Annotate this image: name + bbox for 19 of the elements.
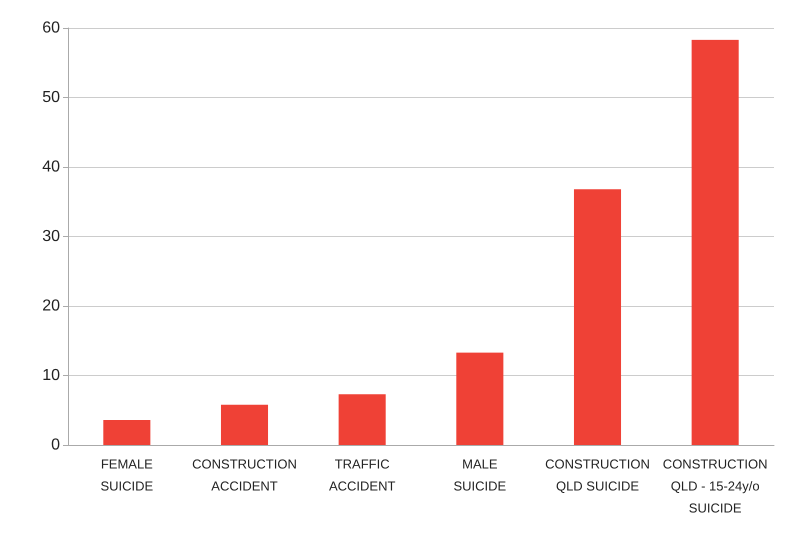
y-tick-label: 30 <box>42 228 60 245</box>
y-tick-label: 50 <box>42 89 60 106</box>
y-tick-label: 60 <box>42 20 60 36</box>
bar <box>338 394 386 445</box>
x-tick-label: MALE SUICIDE <box>453 456 507 494</box>
y-tick-label: 40 <box>42 158 60 176</box>
y-tick-label: 0 <box>51 436 60 454</box>
x-tick-label: CONSTRUCTION QLD SUICIDE <box>545 456 650 494</box>
x-tick-label: CONSTRUCTION ACCIDENT <box>192 456 297 494</box>
x-tick-label: FEMALE SUICIDE <box>100 456 154 494</box>
bar <box>574 189 622 445</box>
x-tick-label: TRAFFIC ACCIDENT <box>328 456 396 494</box>
bar <box>103 420 150 445</box>
y-tick-label: 10 <box>42 367 60 384</box>
y-tick-label: 20 <box>42 298 60 314</box>
bar <box>456 352 504 445</box>
x-tick-label: CONSTRUCTION QLD - 15-24y/o SUICIDE <box>662 456 768 516</box>
bar <box>692 40 739 445</box>
bar <box>220 404 268 445</box>
